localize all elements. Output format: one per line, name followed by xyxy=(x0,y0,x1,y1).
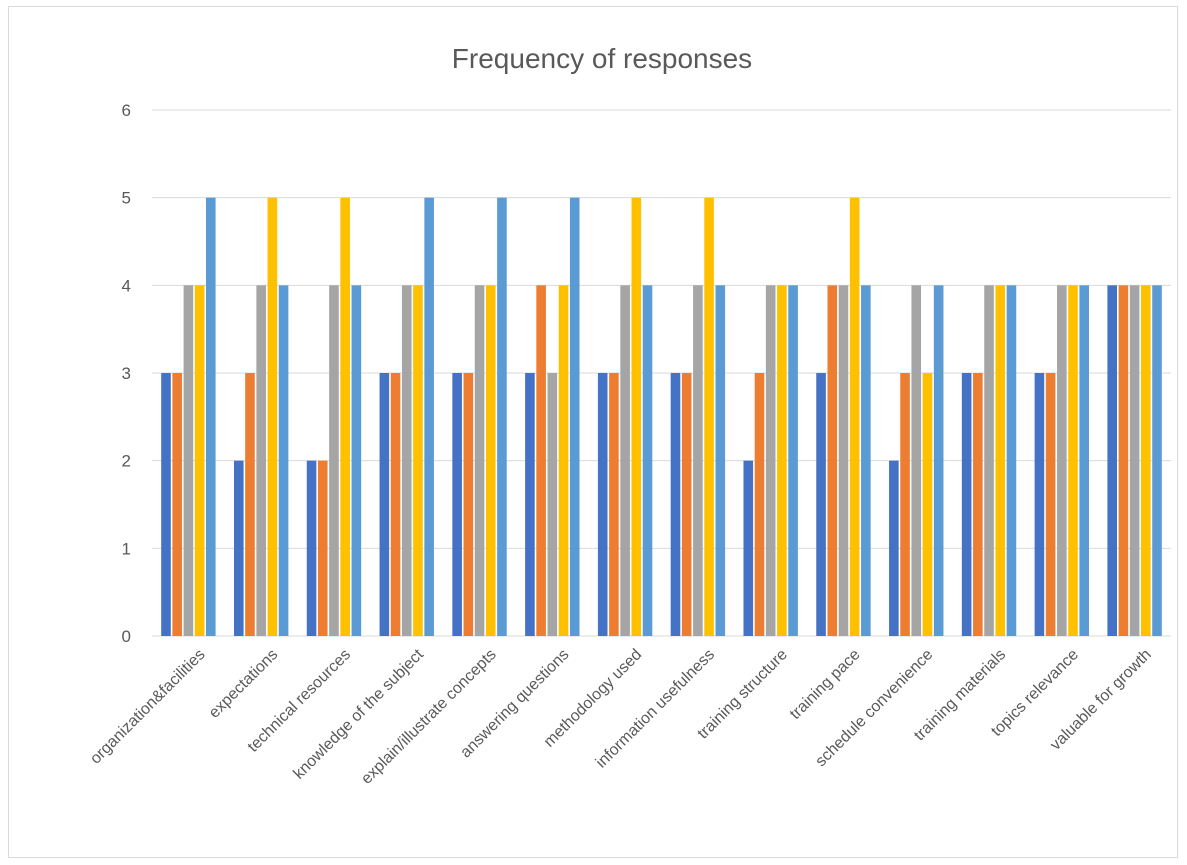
bar xyxy=(205,197,216,637)
bar xyxy=(161,373,171,636)
bar xyxy=(1079,285,1090,636)
y-tick-label: 1 xyxy=(122,539,131,558)
bar xyxy=(306,460,317,636)
bar xyxy=(681,373,692,636)
bar xyxy=(474,285,485,636)
bar xyxy=(1129,285,1140,636)
bar xyxy=(1057,285,1067,636)
x-axis-categories: organization&facilitiesexpectationstechn… xyxy=(87,646,1155,788)
bar xyxy=(463,373,474,636)
x-category-label: knowledge of the subject xyxy=(290,646,427,783)
bar xyxy=(849,197,860,637)
bar xyxy=(973,373,983,636)
bar xyxy=(424,197,434,637)
bar xyxy=(278,285,289,636)
bar xyxy=(827,285,838,636)
x-category-label: schedule convenience xyxy=(812,646,936,770)
bar xyxy=(1118,285,1129,636)
bar xyxy=(1068,285,1078,636)
bar xyxy=(1034,373,1045,636)
y-tick-label: 5 xyxy=(122,189,131,208)
y-tick-label: 4 xyxy=(122,276,131,295)
x-category-label: information usefulness xyxy=(593,646,718,771)
y-tick-label: 0 xyxy=(122,627,131,646)
bar xyxy=(401,285,412,636)
bar xyxy=(267,197,278,637)
bar xyxy=(754,373,765,636)
bar xyxy=(670,373,681,636)
y-axis-ticks: 0 1 2 3 4 5 6 xyxy=(122,101,131,646)
bar xyxy=(172,373,182,636)
y-tick-label: 2 xyxy=(122,452,131,471)
bar xyxy=(922,373,933,636)
bar xyxy=(984,285,994,636)
bar xyxy=(777,285,787,636)
bar xyxy=(995,285,1006,636)
bar xyxy=(256,285,266,636)
bar xyxy=(597,373,608,636)
bar xyxy=(485,285,496,636)
bar xyxy=(233,460,244,636)
bar-chart: Frequency of responses 0 1 2 3 4 5 6 organizat… xyxy=(87,43,1171,788)
bar xyxy=(452,373,462,636)
bar xyxy=(351,285,362,636)
bars xyxy=(161,197,1162,637)
y-tick-label: 3 xyxy=(122,364,131,383)
bar xyxy=(861,285,871,636)
bar xyxy=(631,197,642,637)
bar xyxy=(1152,285,1162,636)
bar xyxy=(693,285,703,636)
bar xyxy=(911,285,922,636)
chart-container: Frequency of responses 0 1 2 3 4 5 6 organizat… xyxy=(8,6,1178,858)
bar xyxy=(816,373,826,636)
bar xyxy=(340,197,350,637)
bar xyxy=(788,285,798,636)
bar xyxy=(838,285,849,636)
x-category-label: expectations xyxy=(206,646,282,722)
bar xyxy=(642,285,653,636)
bar xyxy=(961,373,972,636)
bar xyxy=(317,460,328,636)
bar xyxy=(245,373,255,636)
bar xyxy=(547,373,558,636)
gridlines xyxy=(152,109,1171,637)
chart-title: Frequency of responses xyxy=(452,43,752,74)
bar xyxy=(743,460,754,636)
bar xyxy=(569,197,580,637)
bar xyxy=(497,197,507,637)
bar xyxy=(715,285,726,636)
bar xyxy=(933,285,944,636)
bar xyxy=(379,373,390,636)
bar xyxy=(525,373,535,636)
bar xyxy=(194,285,205,636)
bar xyxy=(704,197,714,637)
bar xyxy=(609,373,619,636)
bar xyxy=(183,285,194,636)
x-category-label: training pace xyxy=(787,646,864,723)
y-tick-label: 6 xyxy=(122,101,131,120)
bar xyxy=(1006,285,1017,636)
x-category-label: explain/illustrate concepts xyxy=(358,646,500,788)
bar xyxy=(413,285,423,636)
bar xyxy=(1045,373,1056,636)
bar xyxy=(558,285,569,636)
bar xyxy=(390,373,401,636)
bar xyxy=(1141,285,1151,636)
x-category-label: organization&facilities xyxy=(87,646,208,767)
bar xyxy=(900,373,910,636)
bar xyxy=(889,460,899,636)
bar xyxy=(765,285,776,636)
bar xyxy=(1107,285,1118,636)
bar xyxy=(329,285,339,636)
bar xyxy=(620,285,630,636)
bar xyxy=(536,285,546,636)
